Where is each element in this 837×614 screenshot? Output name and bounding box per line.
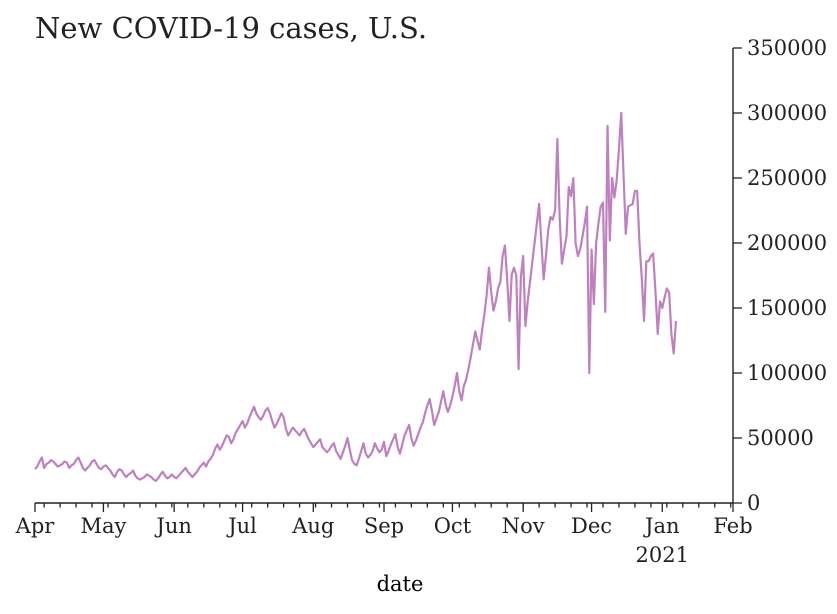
chart-title: New COVID-19 cases, U.S.	[35, 11, 427, 45]
y-axis-ticks: 0 50000 100000 150000 200000 250000 300000 3500…	[733, 36, 827, 515]
y-tick-label: 350000	[747, 36, 827, 60]
x-tick-label: Jan	[643, 514, 679, 538]
x-tick-label: Dec	[571, 514, 612, 538]
x-axis-label: date	[377, 572, 424, 596]
x-axis-ticks: Apr May Jun Jul Aug Sep Oct Nov Dec Jan Feb	[15, 503, 753, 538]
axes	[35, 48, 734, 504]
y-tick-label: 0	[747, 491, 760, 515]
new-cases-line	[34, 111, 678, 482]
y-tick-label: 100000	[747, 361, 827, 385]
y-tick-label: 200000	[747, 231, 827, 255]
x-axis-year-label: 2021	[636, 543, 689, 567]
x-tick-label: Oct	[434, 514, 472, 538]
y-tick-label: 300000	[747, 101, 827, 125]
x-tick-label: May	[80, 514, 126, 538]
y-tick-label: 150000	[747, 296, 827, 320]
y-tick-label: 50000	[747, 426, 814, 450]
x-tick-label: Feb	[713, 514, 752, 538]
x-tick-label: Aug	[291, 514, 334, 538]
x-tick-label: Jul	[226, 514, 257, 538]
x-tick-label: Apr	[15, 514, 56, 538]
x-tick-label: Jun	[154, 514, 191, 538]
x-tick-label: Sep	[364, 514, 404, 538]
y-tick-label: 250000	[747, 166, 827, 190]
x-tick-label: Nov	[502, 514, 545, 538]
